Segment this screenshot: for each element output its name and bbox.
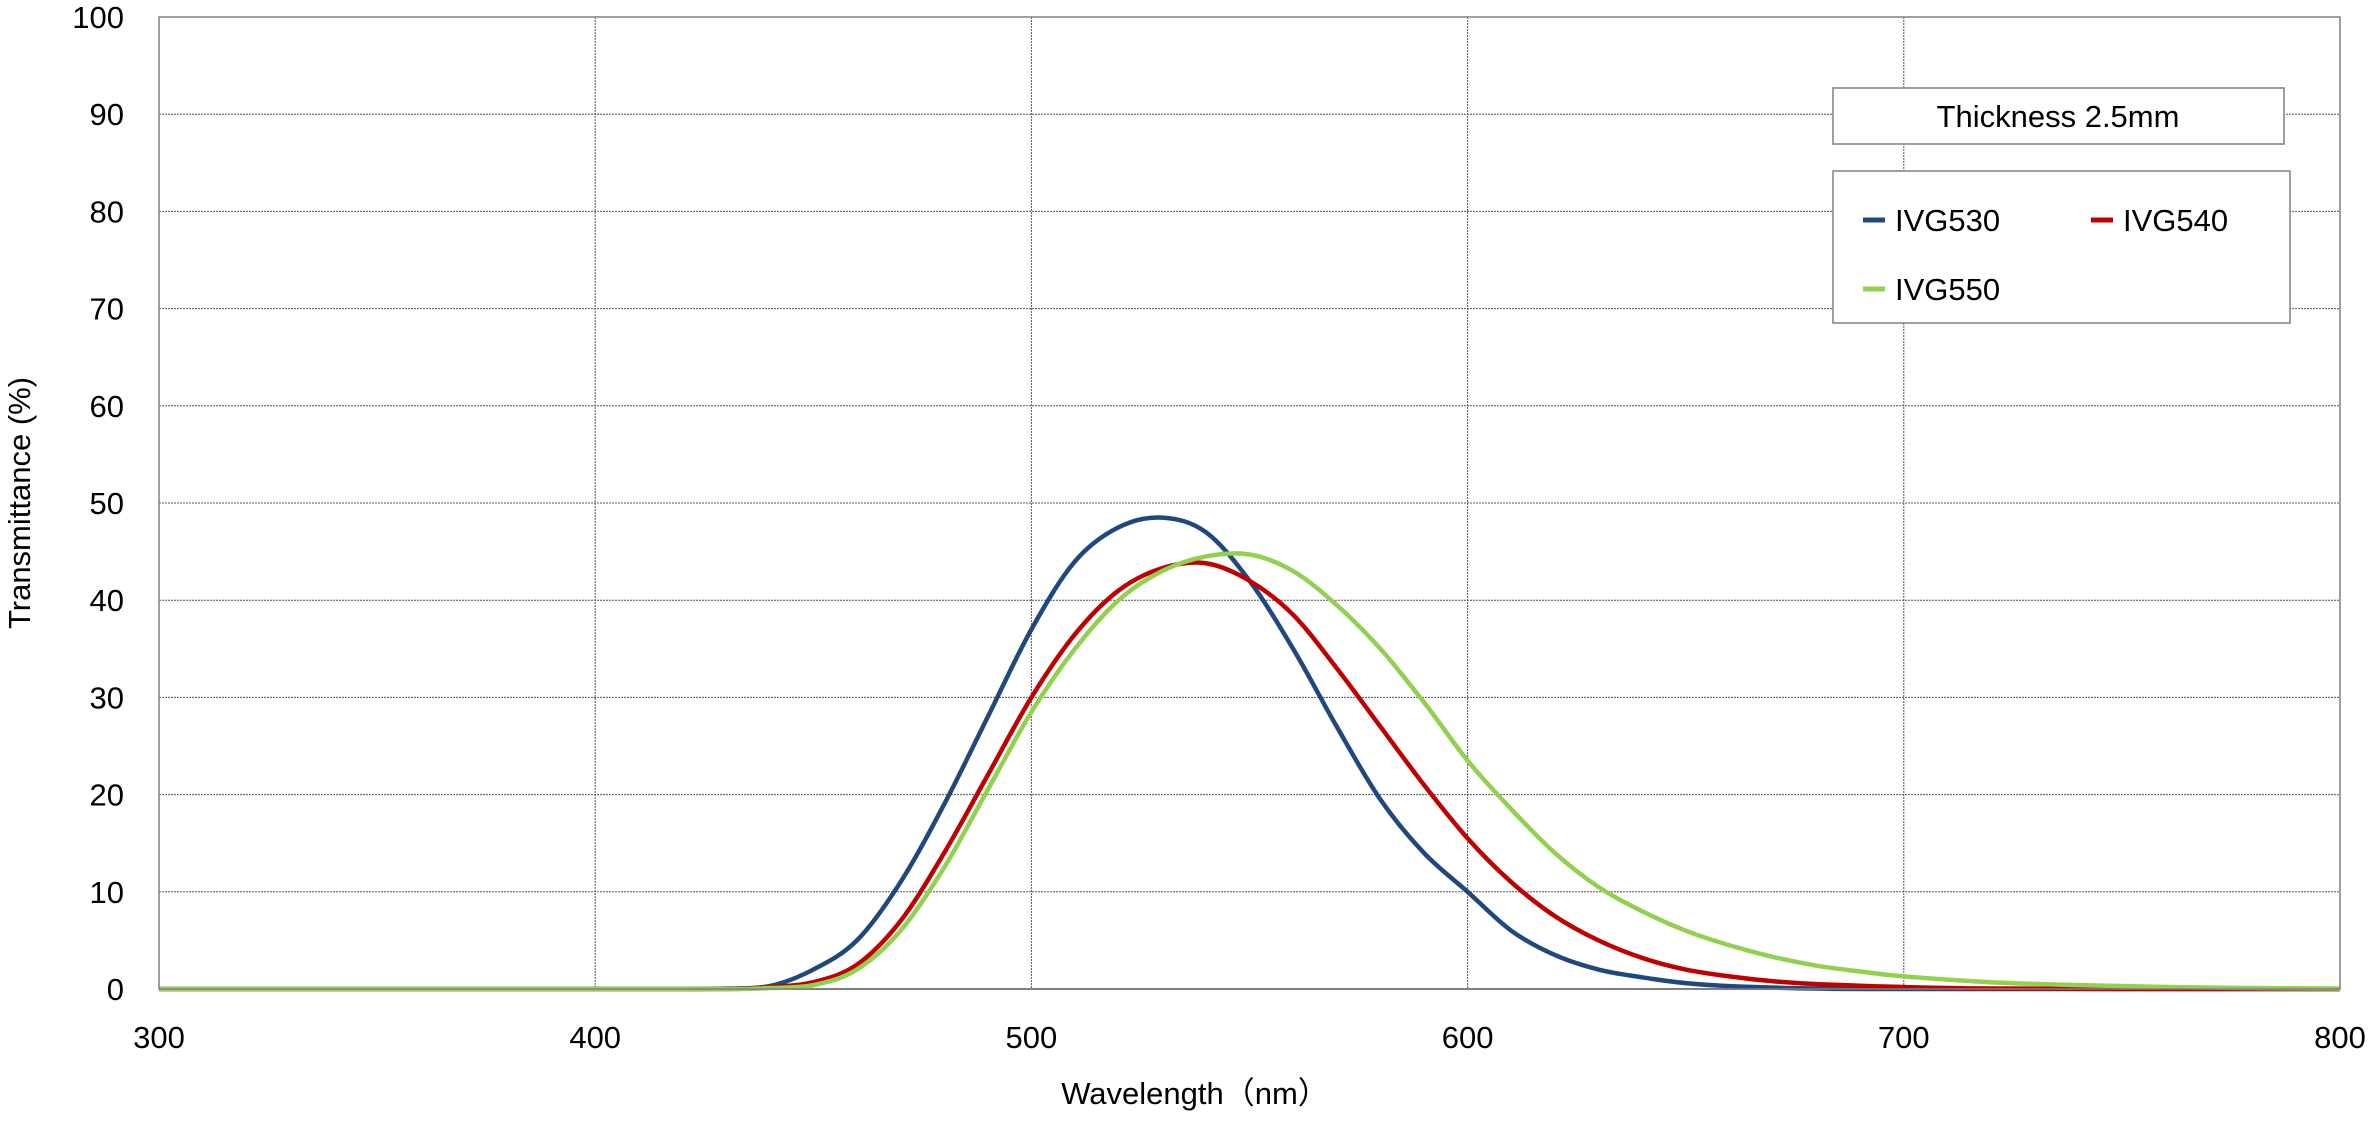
y-tick-label: 0 <box>107 972 124 1007</box>
series-line-ivg550 <box>159 551 2341 992</box>
y-tick-label: 100 <box>72 0 124 35</box>
legend-label-ivg540: IVG540 <box>2123 203 2228 238</box>
series-line-ivg540 <box>159 560 2340 992</box>
y-tick-label: 60 <box>90 389 124 424</box>
y-tick-label: 80 <box>90 194 124 229</box>
y-tick-label: 30 <box>90 680 124 715</box>
x-tick-label: 400 <box>569 1020 621 1055</box>
tick-labels: 0 10 20 30 40 50 60 70 80 90 100 300 400 500 600 700 800 <box>72 0 2366 1055</box>
legend: IVG530 IVG540 IVG550 <box>1832 170 2291 324</box>
series-lines <box>159 515 2341 992</box>
annotation-text: Thickness 2.5mm <box>1937 99 2180 134</box>
y-tick-label: 90 <box>90 97 124 132</box>
y-tick-label: 40 <box>90 583 124 618</box>
y-axis-title: Transmittance (%) <box>2 377 37 629</box>
grid <box>159 17 2340 990</box>
x-tick-label: 300 <box>133 1020 185 1055</box>
x-tick-label: 800 <box>2314 1020 2366 1055</box>
x-tick-label: 600 <box>1442 1020 1494 1055</box>
plot-frame <box>158 16 2341 990</box>
y-tick-label: 70 <box>90 292 124 327</box>
legend-label-ivg530: IVG530 <box>1895 203 2000 238</box>
y-tick-label: 50 <box>90 486 124 521</box>
x-tick-label: 500 <box>1006 1020 1058 1055</box>
annotation-box: Thickness 2.5mm <box>1832 87 2285 145</box>
x-tick-label: 700 <box>1878 1020 1930 1055</box>
y-tick-label: 10 <box>90 875 124 910</box>
legend-label-ivg550: IVG550 <box>1895 272 2000 307</box>
x-axis-title: Wavelength（nm） <box>1061 1076 1329 1111</box>
series-line-ivg530 <box>159 515 2340 992</box>
y-tick-label: 20 <box>90 778 124 813</box>
